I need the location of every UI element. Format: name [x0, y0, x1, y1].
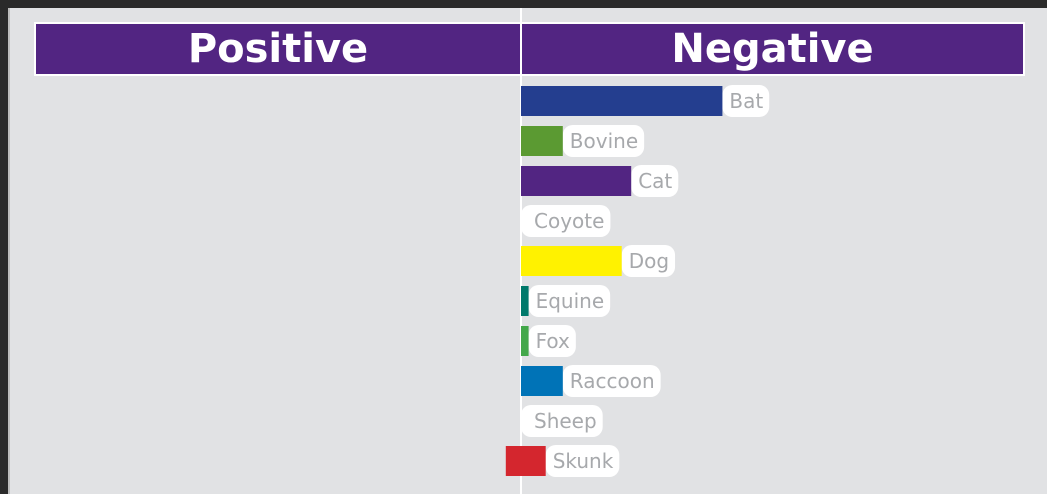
category-label-cat: Cat: [638, 169, 672, 193]
category-label-dog: Dog: [629, 249, 669, 273]
category-label-raccoon: Raccoon: [570, 369, 655, 393]
category-label-bg-dog: [621, 245, 676, 277]
category-label-sheep: Sheep: [534, 409, 597, 433]
category-label-bg-skunk: [545, 445, 620, 477]
chart-panel: Positive Negative Bat Bovine Cat Coyote Dog E…: [8, 8, 1047, 494]
bar-negative-fox: [521, 326, 529, 356]
category-label-bovine: Bovine: [570, 129, 638, 153]
category-label-bat: Bat: [729, 89, 763, 113]
category-label-bg-sheep: [521, 405, 603, 437]
negative-header-label: Negative: [671, 26, 874, 72]
bar-negative-skunk: [521, 446, 546, 476]
negative-header: Negative: [520, 22, 1025, 76]
category-label-skunk: Skunk: [553, 449, 614, 473]
category-label-equine: Equine: [536, 289, 605, 313]
category-label-fox: Fox: [536, 329, 570, 353]
bar-negative-dog: [521, 246, 622, 276]
category-label-bg-equine: [528, 285, 611, 317]
bar-negative-raccoon: [521, 366, 563, 396]
bar-negative-cat: [521, 166, 632, 196]
category-label-bg-raccoon: [562, 365, 661, 397]
positive-header-label: Positive: [187, 26, 369, 72]
positive-header: Positive: [34, 22, 522, 76]
bar-negative-equine: [521, 286, 529, 316]
bar-negative-bat: [521, 86, 723, 116]
bar-positive-skunk: [505, 446, 521, 476]
category-label-coyote: Coyote: [534, 209, 604, 233]
category-label-bg-cat: [631, 165, 679, 197]
category-label-bg-coyote: [521, 205, 611, 237]
category-label-bg-fox: [528, 325, 576, 357]
bar-negative-bovine: [521, 126, 563, 156]
category-label-bg-bovine: [562, 125, 645, 157]
category-label-bg-bat: [722, 85, 770, 117]
